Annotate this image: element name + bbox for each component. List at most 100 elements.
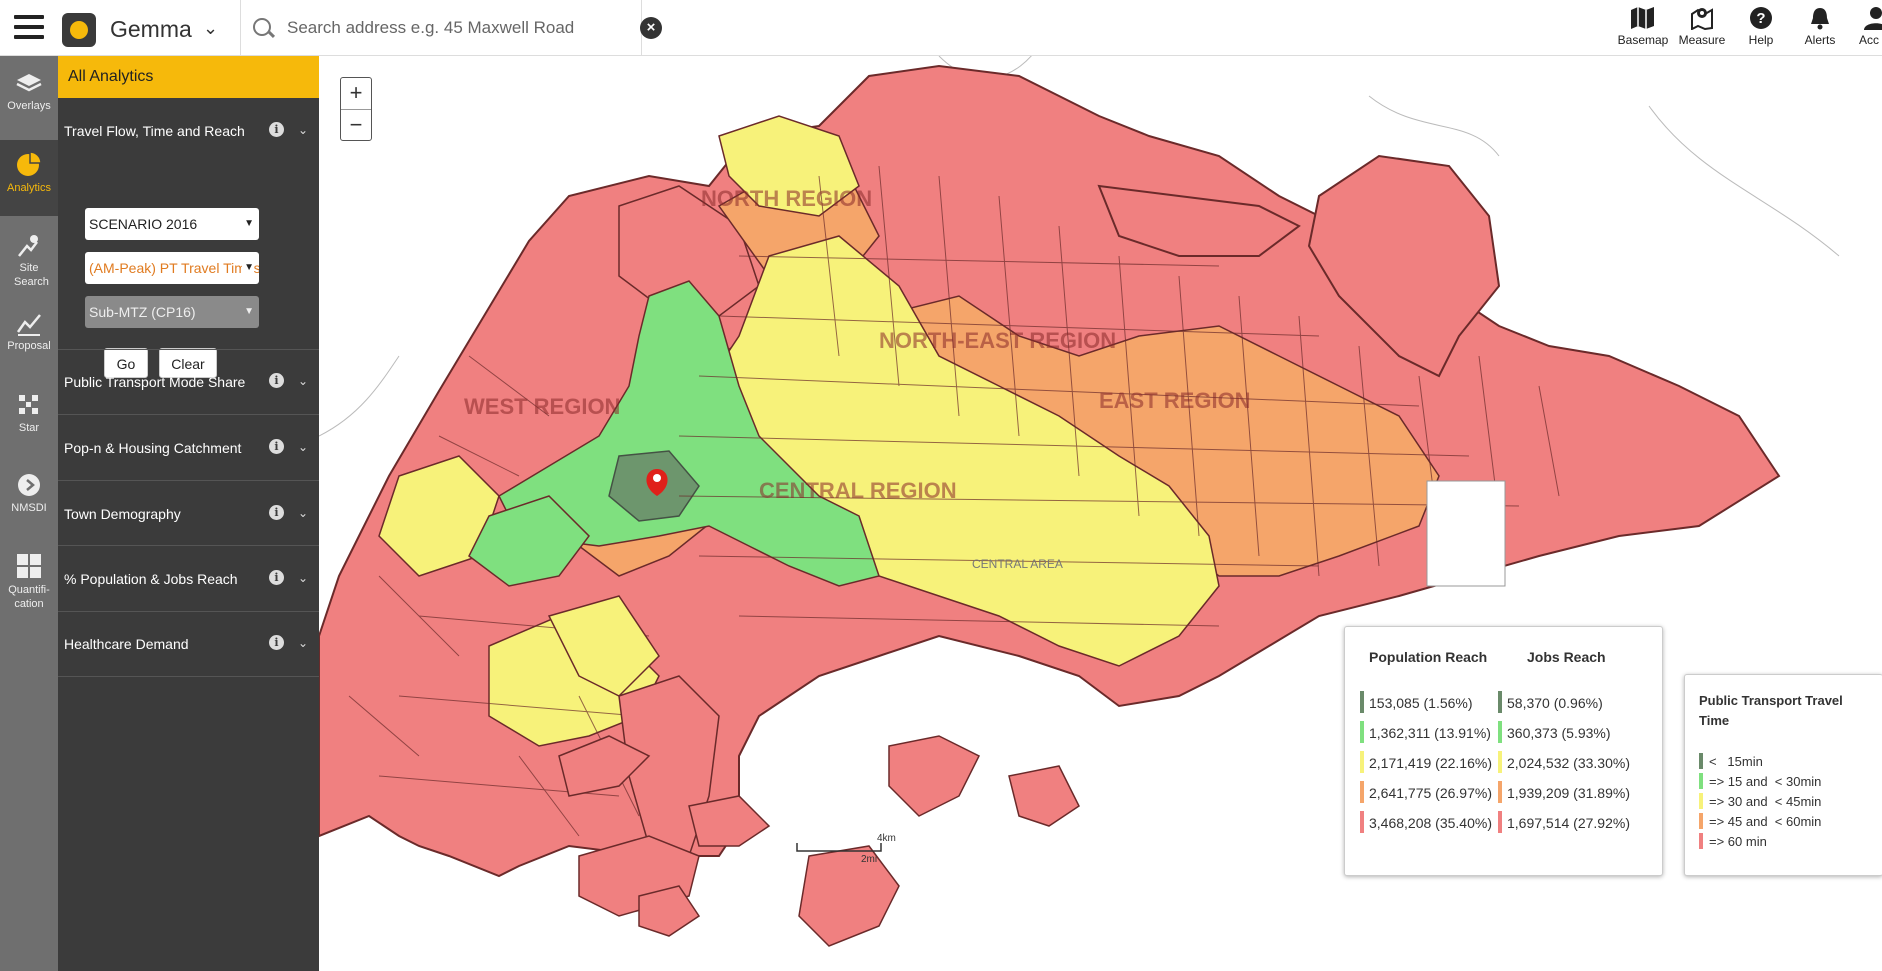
travel-time-item: < 15min: [1709, 754, 1763, 769]
zoom-control: + −: [340, 77, 372, 141]
account-label: Acc: [1859, 33, 1880, 47]
jobs-reach-value: 2,024,532 (33.30%): [1507, 755, 1630, 771]
info-icon[interactable]: i: [269, 122, 284, 137]
info-icon[interactable]: i: [269, 505, 284, 520]
chevron-down-icon[interactable]: ⌄: [298, 123, 309, 137]
section-healthcare-demand: Healthcare Demand i ⌄: [58, 612, 319, 677]
account-icon: [1864, 7, 1882, 30]
section-title[interactable]: Town Demography: [64, 506, 181, 522]
basemap-button[interactable]: Basemap: [1613, 6, 1673, 47]
rail-item-nmsdi[interactable]: NMSDI: [0, 466, 58, 526]
reach-legend: Population Reach Jobs Reach 153,085 (1.5…: [1344, 626, 1663, 876]
rail-item-quantification[interactable]: Quantifi-cation: [0, 546, 58, 616]
region-label-west: WEST REGION: [464, 394, 620, 419]
chevron-down-icon[interactable]: ⌄: [298, 636, 309, 650]
section-town-demography: Town Demography i ⌄: [58, 481, 319, 546]
central-area-label: CENTRAL AREA: [972, 557, 1063, 571]
rail-label: Analytics: [6, 182, 52, 194]
chevron-down-icon[interactable]: ⌄: [298, 374, 309, 388]
section-pop-housing: Pop-n & Housing Catchment i ⌄: [58, 415, 319, 481]
travel-time-legend-title: Public Transport Travel Time: [1699, 693, 1843, 728]
rail-item-overlays[interactable]: Overlays: [0, 62, 58, 130]
section-title[interactable]: % Population & Jobs Reach: [64, 571, 238, 587]
section-title[interactable]: Public Transport Mode Share: [64, 374, 246, 390]
legend-swatch: [1699, 753, 1703, 769]
proposal-icon: [16, 314, 41, 336]
measure-button[interactable]: Measure: [1672, 6, 1732, 47]
legend-swatch: [1699, 773, 1703, 789]
legend-swatch: [1699, 833, 1703, 849]
region-label-north: NORTH REGION: [701, 186, 872, 211]
section-title[interactable]: Travel Flow, Time and Reach: [64, 123, 245, 139]
info-icon[interactable]: i: [269, 373, 284, 388]
population-reach-value: 2,171,419 (22.16%): [1369, 755, 1492, 771]
info-icon[interactable]: i: [269, 439, 284, 454]
rail-item-star[interactable]: Star: [0, 386, 58, 446]
population-reach-value: 3,468,208 (35.40%): [1369, 815, 1492, 831]
section-title[interactable]: Pop-n & Housing Catchment: [64, 440, 242, 456]
chevron-down-icon[interactable]: ⌄: [298, 506, 309, 520]
help-button[interactable]: ? Help: [1731, 6, 1791, 47]
gemma-logo-icon: [62, 13, 96, 47]
basemap-label: Basemap: [1617, 33, 1669, 47]
choropleth-map[interactable]: NORTH REGION NORTH-EAST REGION WEST REGI…: [319, 56, 1882, 971]
search-input[interactable]: [285, 14, 589, 42]
scale-km-label: 4km: [877, 833, 896, 844]
chevron-down-icon[interactable]: ⌄: [298, 571, 309, 585]
scenario-select-value: SCENARIO 2016: [89, 216, 198, 232]
map-canvas[interactable]: NORTH REGION NORTH-EAST REGION WEST REGI…: [319, 56, 1882, 971]
scale-mi-label: 2mi: [861, 854, 877, 865]
info-icon[interactable]: i: [269, 570, 284, 585]
travel-time-item: => 15 and < 30min: [1709, 774, 1822, 789]
section-pt-mode-share: Public Transport Mode Share i ⌄: [58, 349, 319, 415]
legend-swatch: [1360, 751, 1364, 773]
zoom-in-button[interactable]: +: [341, 78, 371, 110]
measure-select[interactable]: (AM-Peak) PT Travel Times to ▼: [85, 252, 259, 284]
measure-select-value: (AM-Peak) PT Travel Times to: [89, 260, 259, 276]
go-button[interactable]: Go: [104, 348, 148, 378]
alerts-button[interactable]: Alerts: [1790, 6, 1850, 47]
star-grid-icon: [19, 395, 38, 414]
chevron-down-icon[interactable]: ⌄: [298, 440, 309, 454]
rail-item-proposal[interactable]: Proposal: [0, 306, 58, 366]
rail-label: Overlays: [7, 100, 51, 112]
site-search-icon: [18, 235, 38, 257]
section-title[interactable]: Healthcare Demand: [64, 636, 189, 652]
jobs-reach-value: 1,697,514 (27.92%): [1507, 815, 1630, 831]
clear-search-icon[interactable]: ×: [640, 17, 662, 39]
clear-button[interactable]: Clear: [159, 348, 217, 378]
rail-label: Star: [18, 422, 40, 434]
grid-icon: [17, 554, 41, 578]
info-icon[interactable]: i: [269, 635, 284, 650]
legend-swatch: [1360, 781, 1364, 803]
scenario-select[interactable]: SCENARIO 2016 ▼: [85, 208, 259, 240]
help-icon: ?: [1750, 7, 1772, 29]
population-reach-value: 1,362,311 (13.91%): [1369, 725, 1491, 741]
dropdown-arrow-icon: ▼: [244, 218, 254, 229]
rail-item-analytics[interactable]: Analytics: [0, 140, 58, 216]
measure-icon: [1691, 8, 1713, 30]
rail-item-site-search[interactable]: Site Search: [0, 224, 58, 294]
panel-header: All Analytics: [58, 56, 319, 98]
location-marker-icon[interactable]: [646, 469, 668, 496]
rail-label: Site Search: [14, 262, 49, 288]
region-label-east: EAST REGION: [1099, 388, 1251, 413]
population-reach-value: 2,641,775 (26.97%): [1369, 785, 1492, 801]
pie-chart-icon: [17, 151, 42, 176]
legend-swatch: [1498, 691, 1502, 713]
travel-time-item: => 30 and < 45min: [1709, 794, 1822, 809]
section-pop-jobs-reach: % Population & Jobs Reach i ⌄: [58, 546, 319, 612]
legend-swatch: [1498, 811, 1502, 833]
jobs-reach-value: 1,939,209 (31.89%): [1507, 785, 1630, 801]
zone-select[interactable]: Sub-MTZ (CP16) ▼: [85, 296, 259, 328]
search-icon: [253, 18, 271, 36]
zoom-out-button[interactable]: −: [349, 112, 363, 137]
travel-time-item: => 45 and < 60min: [1709, 814, 1822, 829]
analytics-panel: All Analytics Travel Flow, Time and Reac…: [58, 56, 319, 971]
chevron-down-icon[interactable]: ⌄: [203, 18, 219, 38]
app-name[interactable]: Gemma: [110, 16, 192, 42]
rail-label: NMSDI: [11, 502, 47, 514]
legend-swatch: [1498, 721, 1502, 743]
hamburger-menu-icon[interactable]: [14, 15, 44, 41]
account-button[interactable]: Acc: [1849, 6, 1882, 47]
